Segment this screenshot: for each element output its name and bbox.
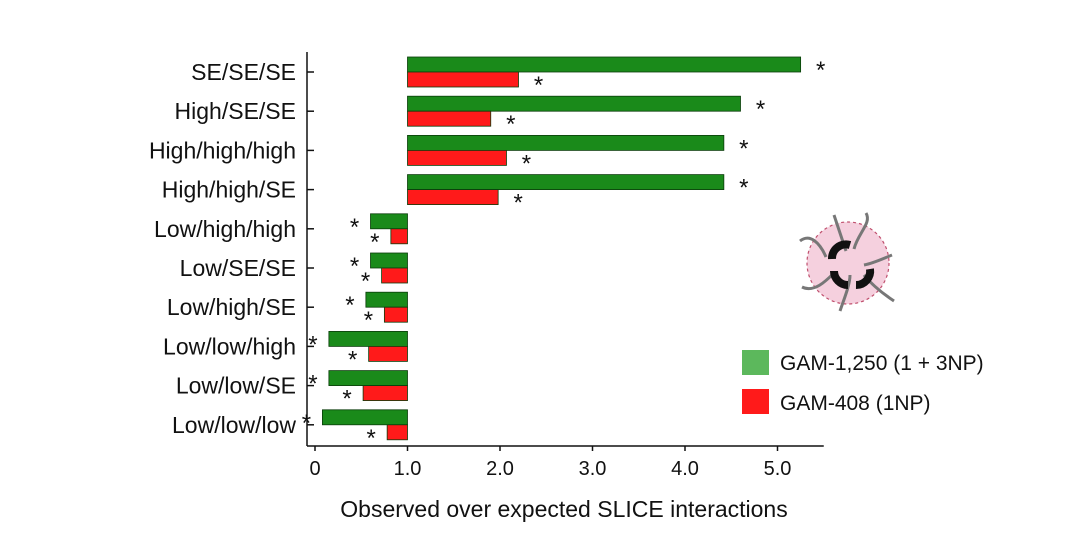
bar-gam-408-1np-low-high-high	[390, 228, 408, 245]
x-tick-label-3-0: 3.0	[579, 458, 607, 480]
bar-gam-408-1np-high-se-se	[407, 110, 492, 127]
significance-star-gam-408-1np-low-high-se: *	[364, 307, 373, 334]
bar-gam-408-1np-low-low-high	[368, 345, 408, 362]
axes: 0 1.0 2.0 3.0 4.0 5.0	[306, 52, 824, 480]
bar-gam-1-250-1-3np-low-low-low	[321, 409, 408, 426]
bar-gam-408-1np-high-high-se	[407, 189, 499, 206]
significance-star-gam-1-250-1-3np-low-high-se: *	[345, 292, 354, 319]
chromatin-strand-1	[799, 236, 828, 258]
significance-star-gam-1-250-1-3np-low-se-se: *	[350, 253, 359, 280]
chromatin-strand-5	[838, 274, 852, 312]
bars-layer	[321, 56, 802, 441]
bar-gam-408-1np-se-se-se	[407, 71, 519, 88]
bar-gam-1-250-1-3np-high-high-high	[407, 134, 725, 151]
significance-star-gam-408-1np-low-low-low: *	[366, 425, 375, 452]
bar-gam-408-1np-low-low-low	[386, 424, 408, 441]
x-tick-label-0: 0	[309, 458, 320, 480]
x-tick-label-4-0: 4.0	[671, 458, 699, 480]
bar-gam-408-1np-low-high-se	[383, 306, 408, 323]
category-label-high-high-se: High/high/SE	[162, 177, 296, 203]
x-tick-label-5-0: 5.0	[764, 458, 792, 480]
slice-arc-1	[828, 240, 852, 260]
slice-arc-2	[830, 270, 849, 289]
x-tick-label-2-0: 2.0	[486, 458, 514, 480]
bar-gam-1-250-1-3np-high-high-se	[407, 174, 725, 191]
category-label-low-se-se: Low/SE/SE	[180, 255, 296, 281]
significance-star-gam-408-1np-low-se-se: *	[361, 268, 370, 295]
nucleus-outline	[806, 221, 890, 305]
legend-swatch-gam-1250	[742, 350, 769, 375]
bar-gam-1-250-1-3np-high-se-se	[407, 95, 741, 112]
chromatin-strand-7	[863, 253, 893, 267]
category-labels: SE/SE/SE High/SE/SE High/high/high High/hig…	[149, 59, 296, 438]
category-label-low-low-se: Low/low/SE	[176, 373, 296, 399]
category-label-low-high-se: Low/high/SE	[167, 294, 296, 320]
category-label-se-se-se: SE/SE/SE	[191, 59, 296, 85]
significance-star-gam-408-1np-low-low-se: *	[342, 386, 351, 413]
significance-star-gam-1-250-1-3np-low-high-high: *	[350, 214, 359, 241]
significance-star-gam-1-250-1-3np-high-high-high: *	[739, 135, 748, 162]
bar-gam-408-1np-low-se-se	[381, 267, 408, 284]
x-axis-title: Observed over expected SLICE interaction…	[340, 496, 787, 522]
significance-star-gam-408-1np-high-high-high: *	[522, 150, 531, 177]
bar-gam-1-250-1-3np-low-low-high	[328, 330, 408, 347]
significance-markers: ********************	[302, 57, 826, 452]
significance-star-gam-1-250-1-3np-high-high-se: *	[739, 175, 748, 202]
slice-arc-3	[855, 268, 875, 290]
legend-swatch-gam-408	[742, 389, 769, 414]
bar-gam-1-250-1-3np-low-high-se	[365, 291, 408, 308]
legend-label-gam-1250: GAM-1,250 (1 + 3NP)	[780, 352, 984, 375]
bar-gam-408-1np-low-low-se	[362, 385, 408, 402]
category-label-low-high-high: Low/high/high	[154, 216, 296, 242]
category-label-high-se-se: High/SE/SE	[175, 98, 296, 124]
bar-gam-1-250-1-3np-low-high-high	[370, 213, 408, 230]
legend-label-gam-408: GAM-408 (1NP)	[780, 392, 931, 415]
bar-gam-408-1np-high-high-high	[407, 149, 507, 166]
bar-gam-1-250-1-3np-low-low-se	[328, 370, 408, 387]
category-label-low-low-low: Low/low/low	[172, 412, 296, 438]
significance-star-gam-408-1np-high-high-se: *	[513, 190, 522, 217]
significance-star-gam-1-250-1-3np-low-low-high: *	[308, 331, 317, 358]
category-label-high-high-high: High/high/high	[149, 137, 296, 163]
significance-star-gam-408-1np-high-se-se: *	[506, 111, 515, 138]
significance-star-gam-1-250-1-3np-low-low-se: *	[308, 371, 317, 398]
legend: GAM-1,250 (1 + 3NP) GAM-408 (1NP)	[742, 350, 984, 415]
chromatin-strand-3	[852, 212, 869, 250]
bar-gam-1-250-1-3np-se-se-se	[407, 56, 802, 73]
nuclear-profile-icon	[799, 212, 895, 312]
category-label-low-low-high: Low/low/high	[163, 333, 296, 359]
significance-star-gam-1-250-1-3np-high-se-se: *	[756, 96, 765, 123]
x-tick-label-1-0: 1.0	[394, 458, 422, 480]
significance-star-gam-408-1np-low-high-high: *	[370, 229, 379, 256]
significance-star-gam-1-250-1-3np-se-se-se: *	[816, 57, 825, 84]
significance-star-gam-408-1np-se-se-se: *	[534, 72, 543, 99]
significance-star-gam-408-1np-low-low-high: *	[348, 346, 357, 373]
